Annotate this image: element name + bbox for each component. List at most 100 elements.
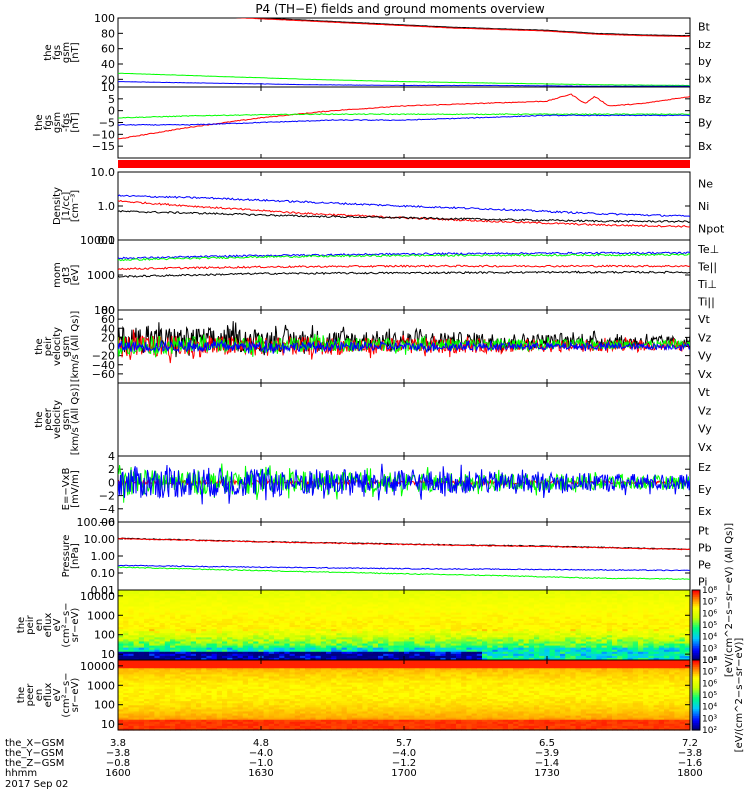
spectrogram-cell	[222, 657, 228, 661]
spectrogram-cell	[549, 635, 556, 638]
spectrogram-cell	[310, 596, 317, 599]
spectrogram-cell	[248, 684, 254, 688]
spectrogram-cell	[263, 649, 270, 653]
spectrogram-cell	[565, 651, 571, 655]
spectrogram-cell	[216, 672, 223, 676]
spectrogram-cell	[211, 690, 218, 694]
spectrogram-cell	[497, 625, 504, 628]
spectrogram-cell	[149, 618, 155, 622]
spectrogram-cell	[362, 637, 369, 641]
spectrogram-cell	[554, 594, 561, 597]
spectrogram-cell	[242, 649, 249, 653]
spectrogram-cell	[170, 596, 176, 599]
spectrogram-cell	[482, 614, 488, 618]
spectrogram-cell	[518, 655, 525, 659]
spectrogram-cell	[206, 622, 213, 626]
spectrogram-cell	[289, 622, 296, 626]
spectrogram-cell	[341, 602, 348, 606]
spectrogram-cell	[534, 657, 540, 661]
spectrogram-cell	[388, 602, 395, 606]
spectrogram-cell	[638, 616, 644, 620]
spectrogram-cell	[180, 596, 187, 599]
spectrogram-cell	[684, 612, 691, 616]
spectrogram-cell	[180, 606, 187, 610]
spectrogram-cell	[648, 598, 655, 601]
spectrogram-cell	[398, 604, 405, 608]
spectrogram-cell	[638, 649, 644, 653]
spectrogram-cell	[211, 682, 218, 686]
spectrogram-cell	[190, 608, 197, 612]
spectrogram-cell	[123, 717, 129, 721]
spectrogram-cell	[528, 625, 535, 628]
spectrogram-cell	[149, 631, 155, 634]
spectrogram-cell	[222, 674, 228, 678]
spectrogram-cell	[398, 655, 405, 659]
spectrogram-cell	[575, 635, 582, 638]
spectrogram-cell	[409, 610, 415, 614]
spectrogram-cell	[206, 612, 213, 616]
spectrogram-cell	[170, 725, 176, 729]
spectrogram-cell	[253, 713, 259, 717]
spectrogram-cell	[591, 594, 597, 597]
spectrogram-cell	[196, 723, 202, 727]
spectrogram-cell	[149, 647, 155, 651]
spectrogram-cell	[638, 618, 644, 622]
spectrogram-cell	[357, 594, 363, 597]
spectrogram-cell	[164, 723, 171, 727]
spectrogram-cell	[560, 616, 566, 620]
spectrogram-cell	[622, 610, 629, 614]
spectrogram-cell	[164, 645, 171, 649]
spectrogram-cell	[232, 649, 239, 653]
spectrogram-cell	[435, 594, 441, 597]
spectrogram-cell	[336, 602, 343, 606]
spectrogram-cell	[336, 649, 343, 653]
spectrogram-cell	[435, 596, 441, 599]
spectrogram-cell	[393, 600, 400, 603]
spectrogram-cell	[180, 711, 187, 715]
spectrogram-cell	[513, 622, 519, 626]
spectrogram-cell	[539, 635, 545, 638]
spectrogram-cell	[138, 670, 145, 673]
spectrogram-cell	[461, 645, 467, 649]
spectrogram-cell	[154, 699, 161, 702]
spectrogram-cell	[549, 629, 556, 632]
spectrogram-cell	[383, 643, 389, 647]
spectrogram-cell	[612, 645, 618, 649]
spectrogram-cell	[154, 674, 161, 678]
spectrogram-cell	[658, 592, 665, 595]
spectrogram-cell	[352, 641, 358, 645]
spectrogram-cell	[398, 598, 405, 601]
spectrogram-cell	[383, 651, 389, 655]
spectrogram-cell	[159, 641, 166, 645]
spectrogram-cell	[393, 610, 400, 614]
spectrogram-cell	[185, 684, 192, 688]
spectrogram-cell	[232, 713, 239, 717]
spectrogram-cell	[580, 620, 587, 624]
spectrogram-cell	[586, 635, 592, 638]
panel-9: 10000100010010thepeirenefluxeV(cm²−s−sr−…	[16, 589, 691, 661]
y-axis-label: [nT]	[70, 42, 81, 62]
spectrogram-cell	[560, 627, 566, 630]
spectrogram-cell	[549, 625, 556, 628]
spectrogram-cell	[138, 637, 145, 641]
spectrogram-cell	[346, 622, 353, 626]
spectrogram-cell	[471, 598, 478, 601]
spectrogram-cell	[367, 653, 374, 657]
spectrogram-cell	[159, 666, 166, 669]
spectrogram-cell	[190, 649, 197, 653]
spectrogram-cell	[627, 635, 634, 638]
spectrogram-cell	[518, 616, 525, 620]
spectrogram-cell	[539, 657, 545, 661]
spectrogram-cell	[159, 653, 166, 657]
spectrogram-cell	[445, 631, 452, 634]
spectrogram-cell	[357, 639, 363, 643]
spectrogram-cell	[248, 692, 254, 696]
spectrogram-cell	[190, 657, 197, 661]
spectrogram-cell	[669, 608, 675, 612]
spectrogram-cell	[227, 594, 233, 597]
spectrogram-cell	[326, 655, 332, 659]
spectrogram-cell	[144, 641, 150, 645]
spectrogram-cell	[658, 600, 665, 603]
spectrogram-cell	[232, 682, 239, 686]
spectrogram-cell	[175, 676, 181, 680]
